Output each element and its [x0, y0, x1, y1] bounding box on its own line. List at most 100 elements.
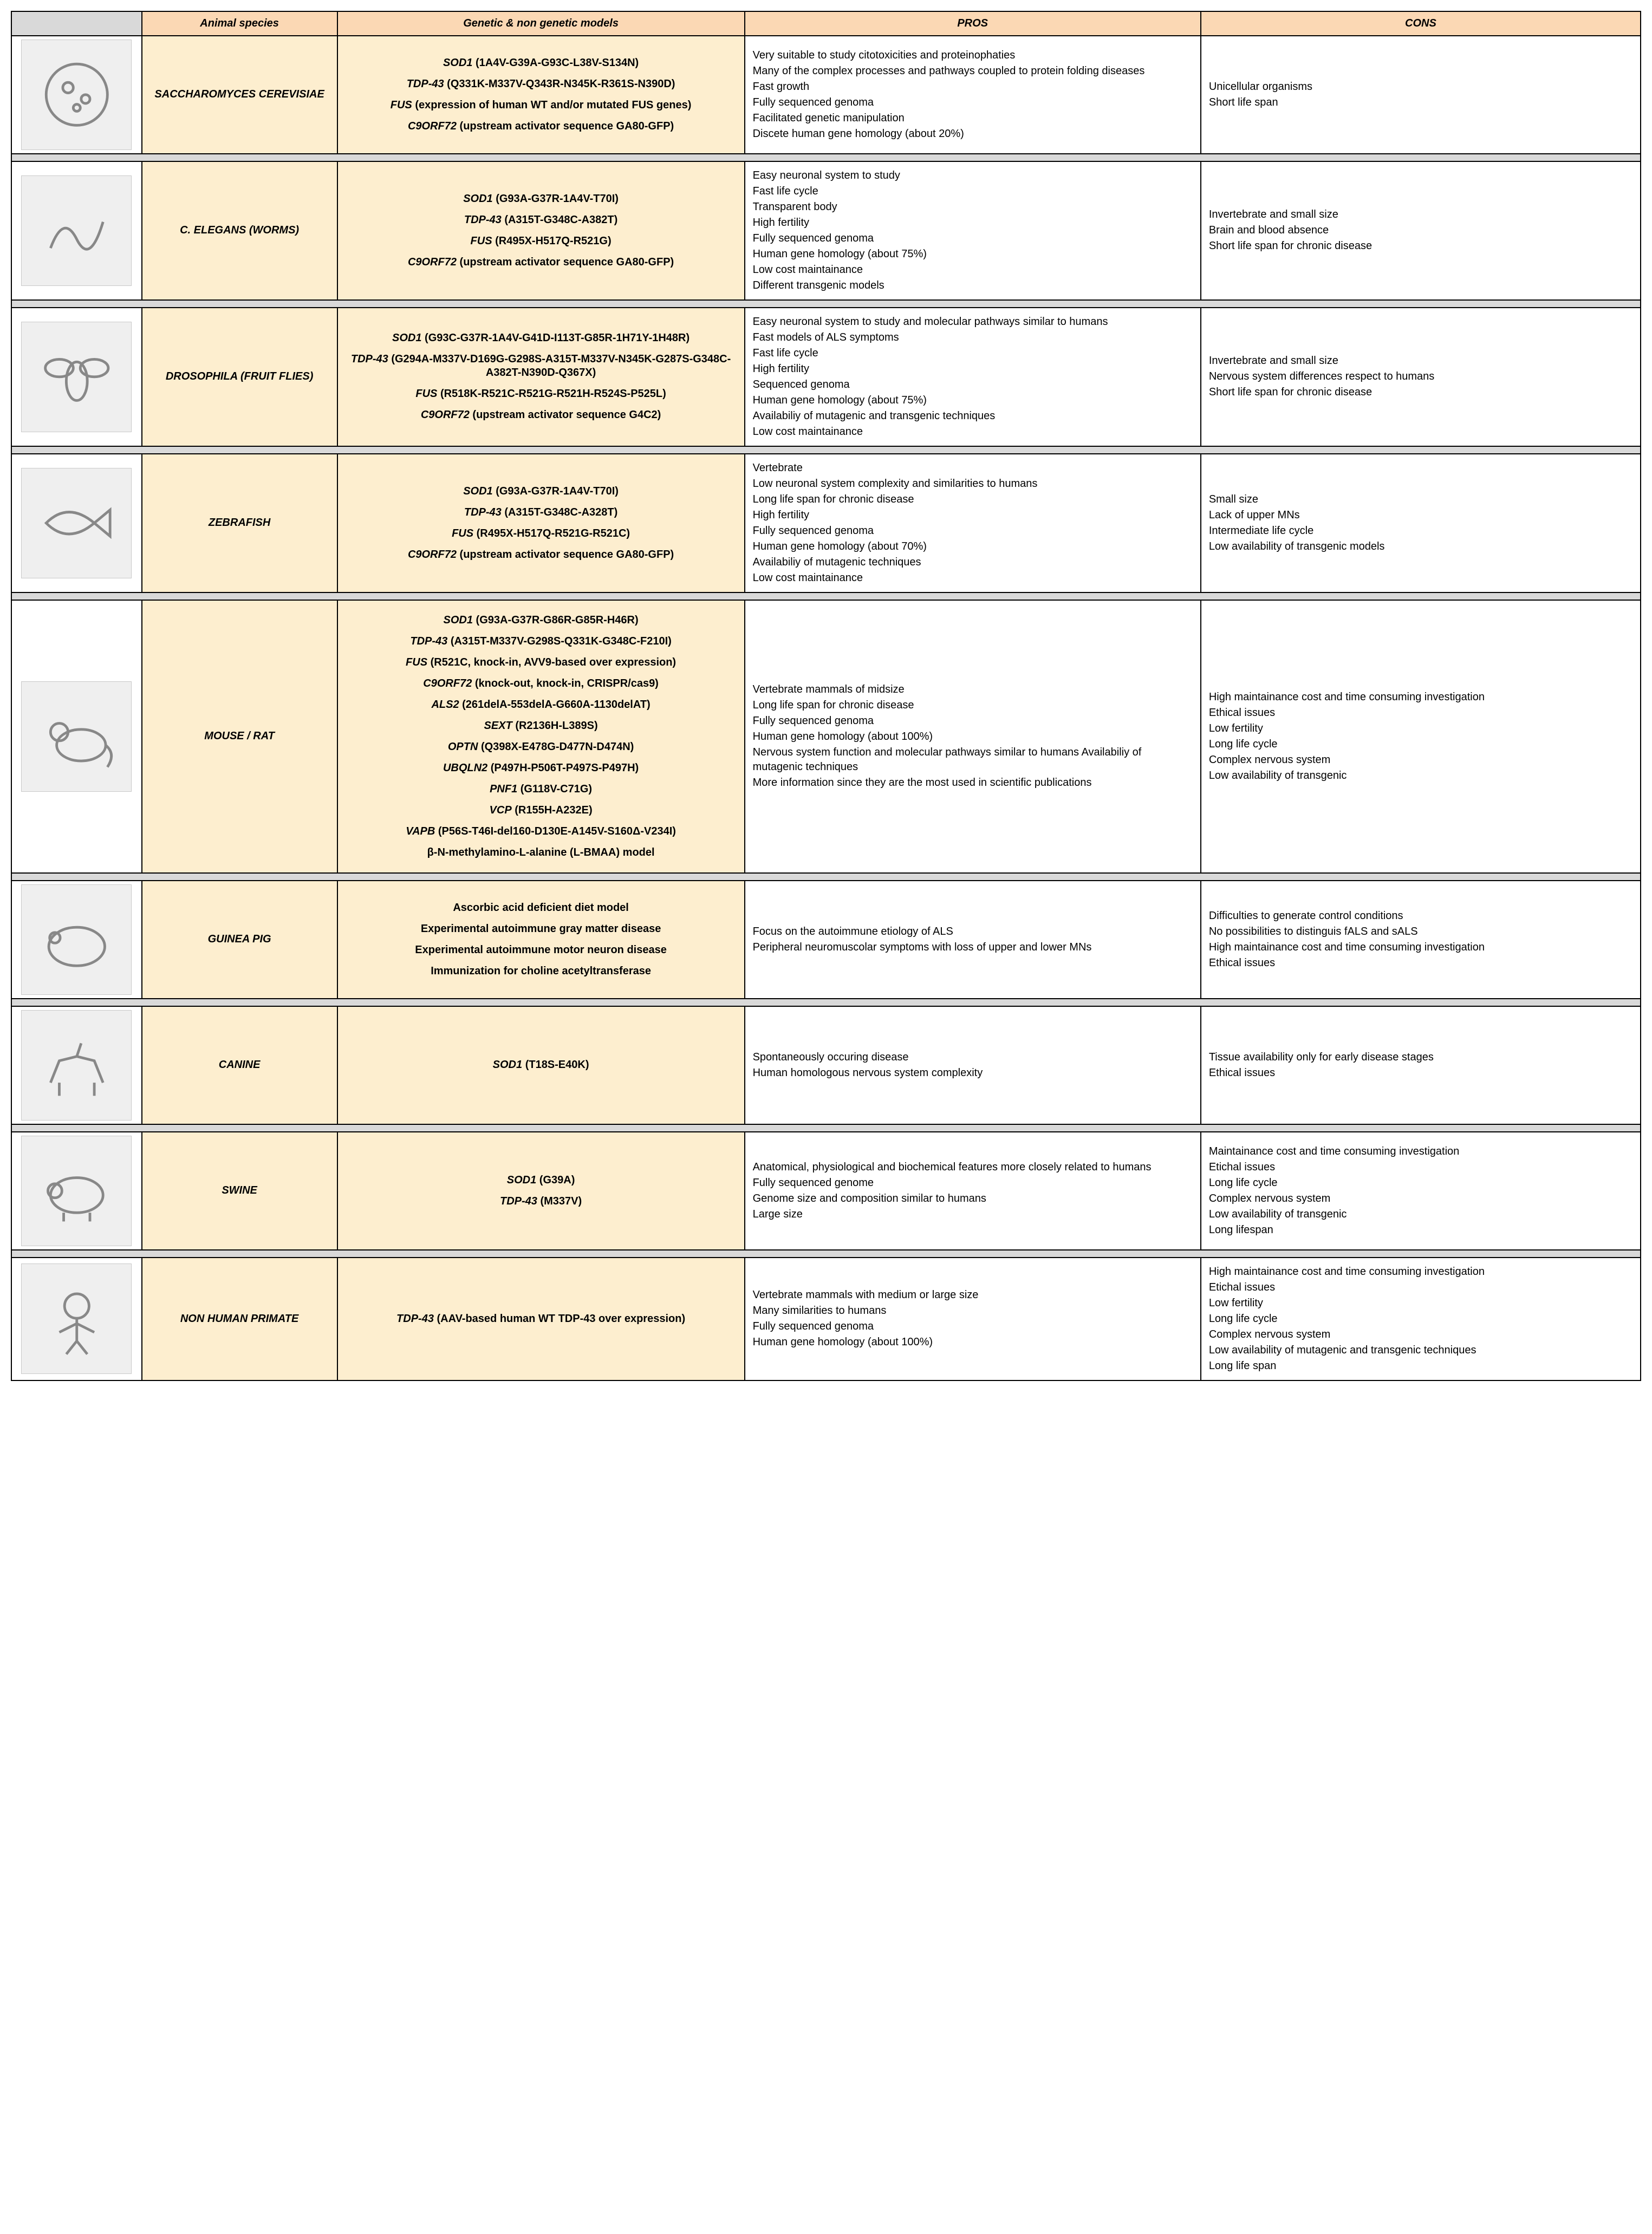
pros-cell: Anatomical, physiological and biochemica… [745, 1132, 1201, 1250]
pro-item: Low cost maintainance [753, 571, 1193, 585]
pro-item: Fast life cycle [753, 346, 1193, 361]
pro-item: Availabiliy of mutagenic and transgenic … [753, 409, 1193, 424]
model-entry: C9ORF72 (upstream activator sequence GA8… [346, 256, 737, 269]
fish-icon [21, 468, 132, 578]
model-entry: SOD1 (G39A) [346, 1174, 737, 1187]
model-entry: TDP-43 (M337V) [346, 1195, 737, 1208]
species-name: CANINE [142, 1006, 337, 1124]
model-entry: Ascorbic acid deficient diet model [346, 901, 737, 915]
species-name: SWINE [142, 1132, 337, 1250]
pro-item: Fully sequenced genoma [753, 95, 1193, 110]
con-item: Lack of upper MNs [1209, 508, 1633, 523]
models-cell: SOD1 (G39A) TDP-43 (M337V) [337, 1132, 745, 1250]
pro-item: Nervous system function and molecular pa… [753, 745, 1193, 774]
species-image [11, 36, 142, 154]
model-entry: FUS (R518K-R521C-R521G-R521H-R524S-P525L… [346, 387, 737, 401]
gene-name: SOD1 [493, 1059, 522, 1071]
gene-name: C9ORF72 [408, 120, 457, 132]
model-entry: UBQLN2 (P497H-P506T-P497S-P497H) [346, 761, 737, 775]
gene-name: TDP-43 [410, 635, 447, 647]
models-cell: SOD1 (1A4V-G39A-G93C-L38V-S134N)TDP-43 (… [337, 36, 745, 154]
gene-mutations: (1A4V-G39A-G93C-L38V-S134N) [476, 57, 639, 69]
table-row: ZEBRAFISHSOD1 (G93A-G37R-1A4V-T70I)TDP-4… [11, 454, 1641, 592]
species-image [11, 1258, 142, 1380]
gene-name: FUS [415, 388, 437, 400]
con-item: Invertebrate and small size [1209, 354, 1633, 368]
species-name: DROSOPHILA (FRUIT FLIES) [142, 308, 337, 446]
gene-mutations: (P497H-P506T-P497S-P497H) [491, 762, 639, 774]
gene-name: TDP-43 [351, 353, 388, 365]
cons-cell: Invertebrate and small sizeBrain and blo… [1201, 161, 1641, 300]
pro-item: Discete human gene homology (about 20%) [753, 127, 1193, 141]
pro-item: Long life span for chronic disease [753, 698, 1193, 713]
gene-mutations: (G93A-G37R-1A4V-T70I) [496, 193, 619, 205]
pro-item: Sequenced genoma [753, 377, 1193, 392]
primate-icon [21, 1263, 132, 1374]
pro-item: Many of the complex processes and pathwa… [753, 64, 1193, 79]
pro-item: Fully sequenced genoma [753, 524, 1193, 538]
gene-mutations: (upstream activator sequence GA80-GFP) [460, 256, 674, 268]
pro-item: Many similarities to humans [753, 1304, 1193, 1318]
gene-mutations: (G118V-C71G) [521, 783, 592, 795]
con-item: Low fertility [1209, 721, 1633, 736]
pros-cell: Focus on the autoimmune etiology of ALSP… [745, 881, 1201, 999]
pro-item: Spontaneously occuring disease [753, 1050, 1193, 1065]
header-species: Animal species [142, 11, 337, 36]
pro-item: Fully sequenced genoma [753, 231, 1193, 246]
worm-icon [21, 175, 132, 286]
pro-item: Fast life cycle [753, 184, 1193, 199]
con-item: High maintainance cost and time consumin… [1209, 1265, 1633, 1279]
gene-name: ALS2 [431, 699, 459, 711]
pros-cell: VertebrateLow neuronal system complexity… [745, 454, 1201, 592]
row-separator [11, 446, 1641, 454]
pro-item: Easy neuronal system to study [753, 168, 1193, 183]
gene-name: FUS [471, 235, 492, 247]
con-item: Low availability of transgenic models [1209, 539, 1633, 554]
con-item: Invertebrate and small size [1209, 207, 1633, 222]
pro-item: Low cost maintainance [753, 425, 1193, 439]
gene-mutations: (upstream activator sequence GA80-GFP) [460, 120, 674, 132]
model-entry: FUS (R495X-H517Q-R521G) [346, 235, 737, 248]
pro-item: Peripheral neuromuscolar symptoms with l… [753, 940, 1193, 955]
con-item: Low availability of mutagenic and transg… [1209, 1343, 1633, 1358]
species-image [11, 308, 142, 446]
con-item: Short life span for chronic disease [1209, 385, 1633, 400]
model-entry: Experimental autoimmune motor neuron dis… [346, 943, 737, 957]
con-item: Unicellular organisms [1209, 80, 1633, 94]
pro-item: Focus on the autoimmune etiology of ALS [753, 924, 1193, 939]
header-cons: CONS [1201, 11, 1641, 36]
mouse-icon [21, 681, 132, 792]
gene-mutations: (261delA-553delA-G660A-1130delAT) [462, 699, 651, 711]
gene-name: UBQLN2 [443, 762, 487, 774]
models-cell: TDP-43 (AAV-based human WT TDP-43 over e… [337, 1258, 745, 1380]
pro-item: High fertility [753, 216, 1193, 230]
pro-item: Human gene homology (about 100%) [753, 1335, 1193, 1350]
pro-item: Human gene homology (about 100%) [753, 730, 1193, 744]
con-item: Nervous system differences respect to hu… [1209, 369, 1633, 384]
model-entry: Immunization for choline acetyltransfera… [346, 965, 737, 978]
con-item: Etichal issues [1209, 1160, 1633, 1175]
gene-name: C9ORF72 [423, 678, 472, 689]
model-entry: TDP-43 (A315T-G348C-A382T) [346, 213, 737, 227]
species-image [11, 161, 142, 300]
pro-item: Low neuronal system complexity and simil… [753, 477, 1193, 491]
models-cell: SOD1 (G93C-G37R-1A4V-G41D-I113T-G85R-1H7… [337, 308, 745, 446]
gene-mutations: (R155H-A232E) [515, 804, 592, 816]
species-name: ZEBRAFISH [142, 454, 337, 592]
model-entry: VCP (R155H-A232E) [346, 804, 737, 817]
pro-item: Fast models of ALS symptoms [753, 330, 1193, 345]
model-entry: SOD1 (G93A-G37R-1A4V-T70I) [346, 485, 737, 498]
fly-icon [21, 322, 132, 432]
gene-mutations: (P56S-T46I-del160-D130E-A145V-S160Δ-V234… [438, 825, 676, 837]
gene-mutations: (R518K-R521C-R521G-R521H-R524S-P525L) [440, 388, 666, 400]
con-item: Maintainance cost and time consuming inv… [1209, 1144, 1633, 1159]
gene-mutations: (A315T-G348C-A382T) [504, 214, 617, 226]
table-row: MOUSE / RATSOD1 (G93A-G37R-G86R-G85R-H46… [11, 600, 1641, 873]
gene-name: TDP-43 [500, 1195, 537, 1207]
model-entry: OPTN (Q398X-E478G-D477N-D474N) [346, 740, 737, 754]
pro-item: Fully sequenced genoma [753, 714, 1193, 728]
con-item: Ethical issues [1209, 706, 1633, 720]
models-cell: SOD1 (G93A-G37R-1A4V-T70I)TDP-43 (A315T-… [337, 161, 745, 300]
model-entry: SOD1 (G93A-G37R-G86R-G85R-H46R) [346, 614, 737, 627]
gene-mutations: (expression of human WT and/or mutated F… [415, 99, 691, 111]
